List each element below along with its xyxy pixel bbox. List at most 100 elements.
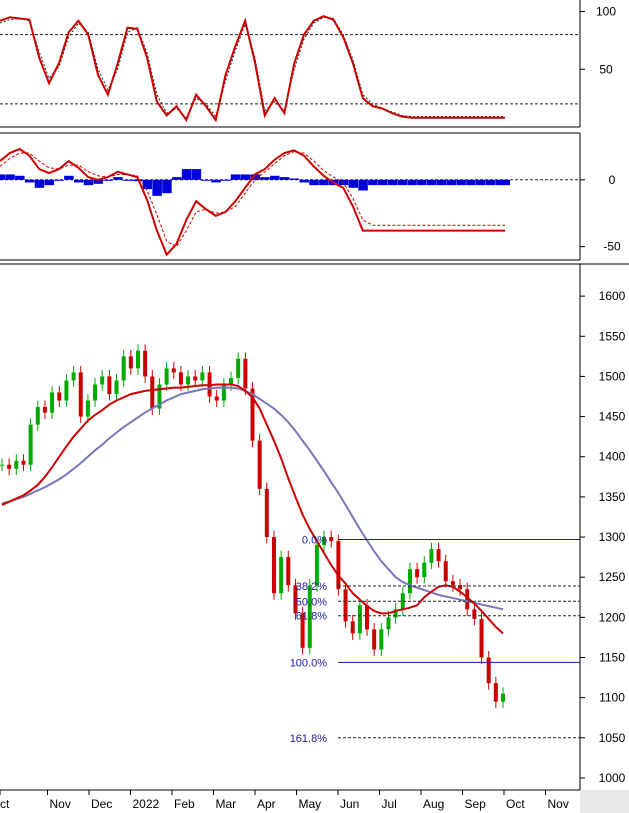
x-tick-label-4: Feb <box>174 797 195 811</box>
x-tick-label-6: Apr <box>257 797 276 811</box>
macd-hist-bar-52 <box>500 179 510 186</box>
candle-body-31 <box>221 384 226 401</box>
candle-body-56 <box>400 593 405 610</box>
candle-body-50 <box>357 605 362 634</box>
price-tick-label-6: 1300 <box>599 530 626 544</box>
x-tick-label-12: Oct <box>506 797 525 811</box>
candle-body-11 <box>78 372 83 417</box>
macd-hist-bar-12 <box>113 177 123 180</box>
candle-body-39 <box>279 557 284 594</box>
ma-slow-line <box>1 386 504 611</box>
macd-hist-bar-19 <box>181 169 192 180</box>
candle-body-20 <box>143 350 148 377</box>
stochastic-panel: 50 100 <box>0 0 616 128</box>
macd-panel: 0 -50 <box>0 132 621 261</box>
candle-body-28 <box>200 372 205 381</box>
candle-body-60 <box>429 549 434 563</box>
candle-body-46 <box>329 537 334 542</box>
macd-hist-bar-6 <box>54 179 64 181</box>
candle-body-43 <box>307 585 312 648</box>
macd-hist-bar-22 <box>211 179 221 183</box>
candle-body-14 <box>100 376 105 385</box>
price-panel: 0.0% 38.2% 50.0% 61.8% 100.0% 161.8% 1000 1050… <box>0 263 629 811</box>
macd-hist-bar-21 <box>201 179 211 181</box>
macd-hist-bar-46 <box>446 179 457 186</box>
candle-body-38 <box>271 537 276 594</box>
macd-hist-bar-47 <box>456 179 466 186</box>
corner-box <box>580 790 629 813</box>
macd-hist-bar-9 <box>83 179 94 186</box>
macd-hist-bar-23 <box>221 179 231 181</box>
candle-body-23 <box>164 368 169 385</box>
ma-fast-line <box>1 383 504 635</box>
candle-body-3 <box>21 460 26 465</box>
macd-hist-bar-50 <box>485 179 496 186</box>
macd-hist-bar-37 <box>358 179 368 191</box>
candle-body-57 <box>407 569 412 594</box>
macd-hist-bar-15 <box>142 179 153 190</box>
price-tick-label-3: 1150 <box>599 650 625 664</box>
fib-label-3: 61.8% <box>296 611 327 623</box>
macd-hist-bar-45 <box>436 179 447 186</box>
candle-body-5 <box>35 406 40 425</box>
candle-body-42 <box>300 613 305 648</box>
candle-body-9 <box>64 380 69 401</box>
fib-label-1: 38.2% <box>296 581 327 593</box>
candle-body-66 <box>472 609 477 619</box>
macd-hist-bar-8 <box>73 179 84 183</box>
candle-body-40 <box>286 557 291 586</box>
macd-hist-bar-44 <box>426 179 437 186</box>
candle-body-36 <box>257 440 262 489</box>
candle-body-2 <box>14 460 19 469</box>
x-tick-label-8: Jun <box>340 797 359 811</box>
price-tick-label-2: 1100 <box>599 691 625 705</box>
macd-hist-bar-24 <box>230 174 241 180</box>
price-tick-label-7: 1350 <box>599 490 626 504</box>
candle-body-69 <box>493 683 498 702</box>
candle-body-10 <box>71 372 76 381</box>
candle-body-19 <box>135 350 140 369</box>
macd-hist-bar-26 <box>250 174 260 180</box>
candle-body-24 <box>171 368 176 373</box>
macd-hist-bar-28 <box>270 175 280 180</box>
macd-hist-bar-36 <box>348 179 359 188</box>
candle-body-41 <box>293 585 298 614</box>
candle-body-70 <box>501 693 505 702</box>
macd-tick-label-0: 0 <box>609 173 616 187</box>
candle-body-1 <box>7 464 12 469</box>
price-tick-label-9: 1450 <box>599 410 626 424</box>
candle-body-68 <box>486 657 491 684</box>
candle-body-54 <box>386 617 391 630</box>
candle-body-67 <box>479 618 484 658</box>
macd-hist-bar-4 <box>34 179 45 188</box>
macd-hist-bar-39 <box>377 179 388 186</box>
macd-hist-bar-40 <box>387 179 398 186</box>
candle-body-27 <box>193 376 198 381</box>
fib-label-5: 161.8% <box>290 733 328 745</box>
fib-label-4: 100.0% <box>290 657 328 669</box>
candle-body-33 <box>236 358 241 379</box>
candle-body-17 <box>121 356 126 381</box>
candle-body-12 <box>85 400 90 417</box>
macd-hist-bar-5 <box>44 179 55 186</box>
candle-body-49 <box>350 621 355 634</box>
candle-body-55 <box>393 609 398 618</box>
candle-body-61 <box>436 549 441 562</box>
candle-body-26 <box>186 376 191 385</box>
macd-hist-bar-29 <box>279 177 290 180</box>
stoch-tick-label-1: 100 <box>596 5 616 19</box>
macd-hist-bar-42 <box>407 179 417 186</box>
x-tick-label-1: Nov <box>50 797 71 811</box>
price-tick-label-4: 1200 <box>599 610 626 624</box>
x-tick-label-3: 2022 <box>133 797 160 811</box>
macd-hist-bar-1 <box>5 174 15 180</box>
macd-hist-bar-41 <box>397 179 408 186</box>
macd-hist-bar-25 <box>240 174 251 180</box>
price-tick-label-0: 1000 <box>599 771 626 785</box>
candle-body-63 <box>450 581 455 586</box>
macd-hist-bar-10 <box>93 179 104 184</box>
macd-hist-bar-32 <box>309 179 319 186</box>
macd-hist-bar-48 <box>466 179 476 186</box>
candle-body-18 <box>128 356 133 369</box>
